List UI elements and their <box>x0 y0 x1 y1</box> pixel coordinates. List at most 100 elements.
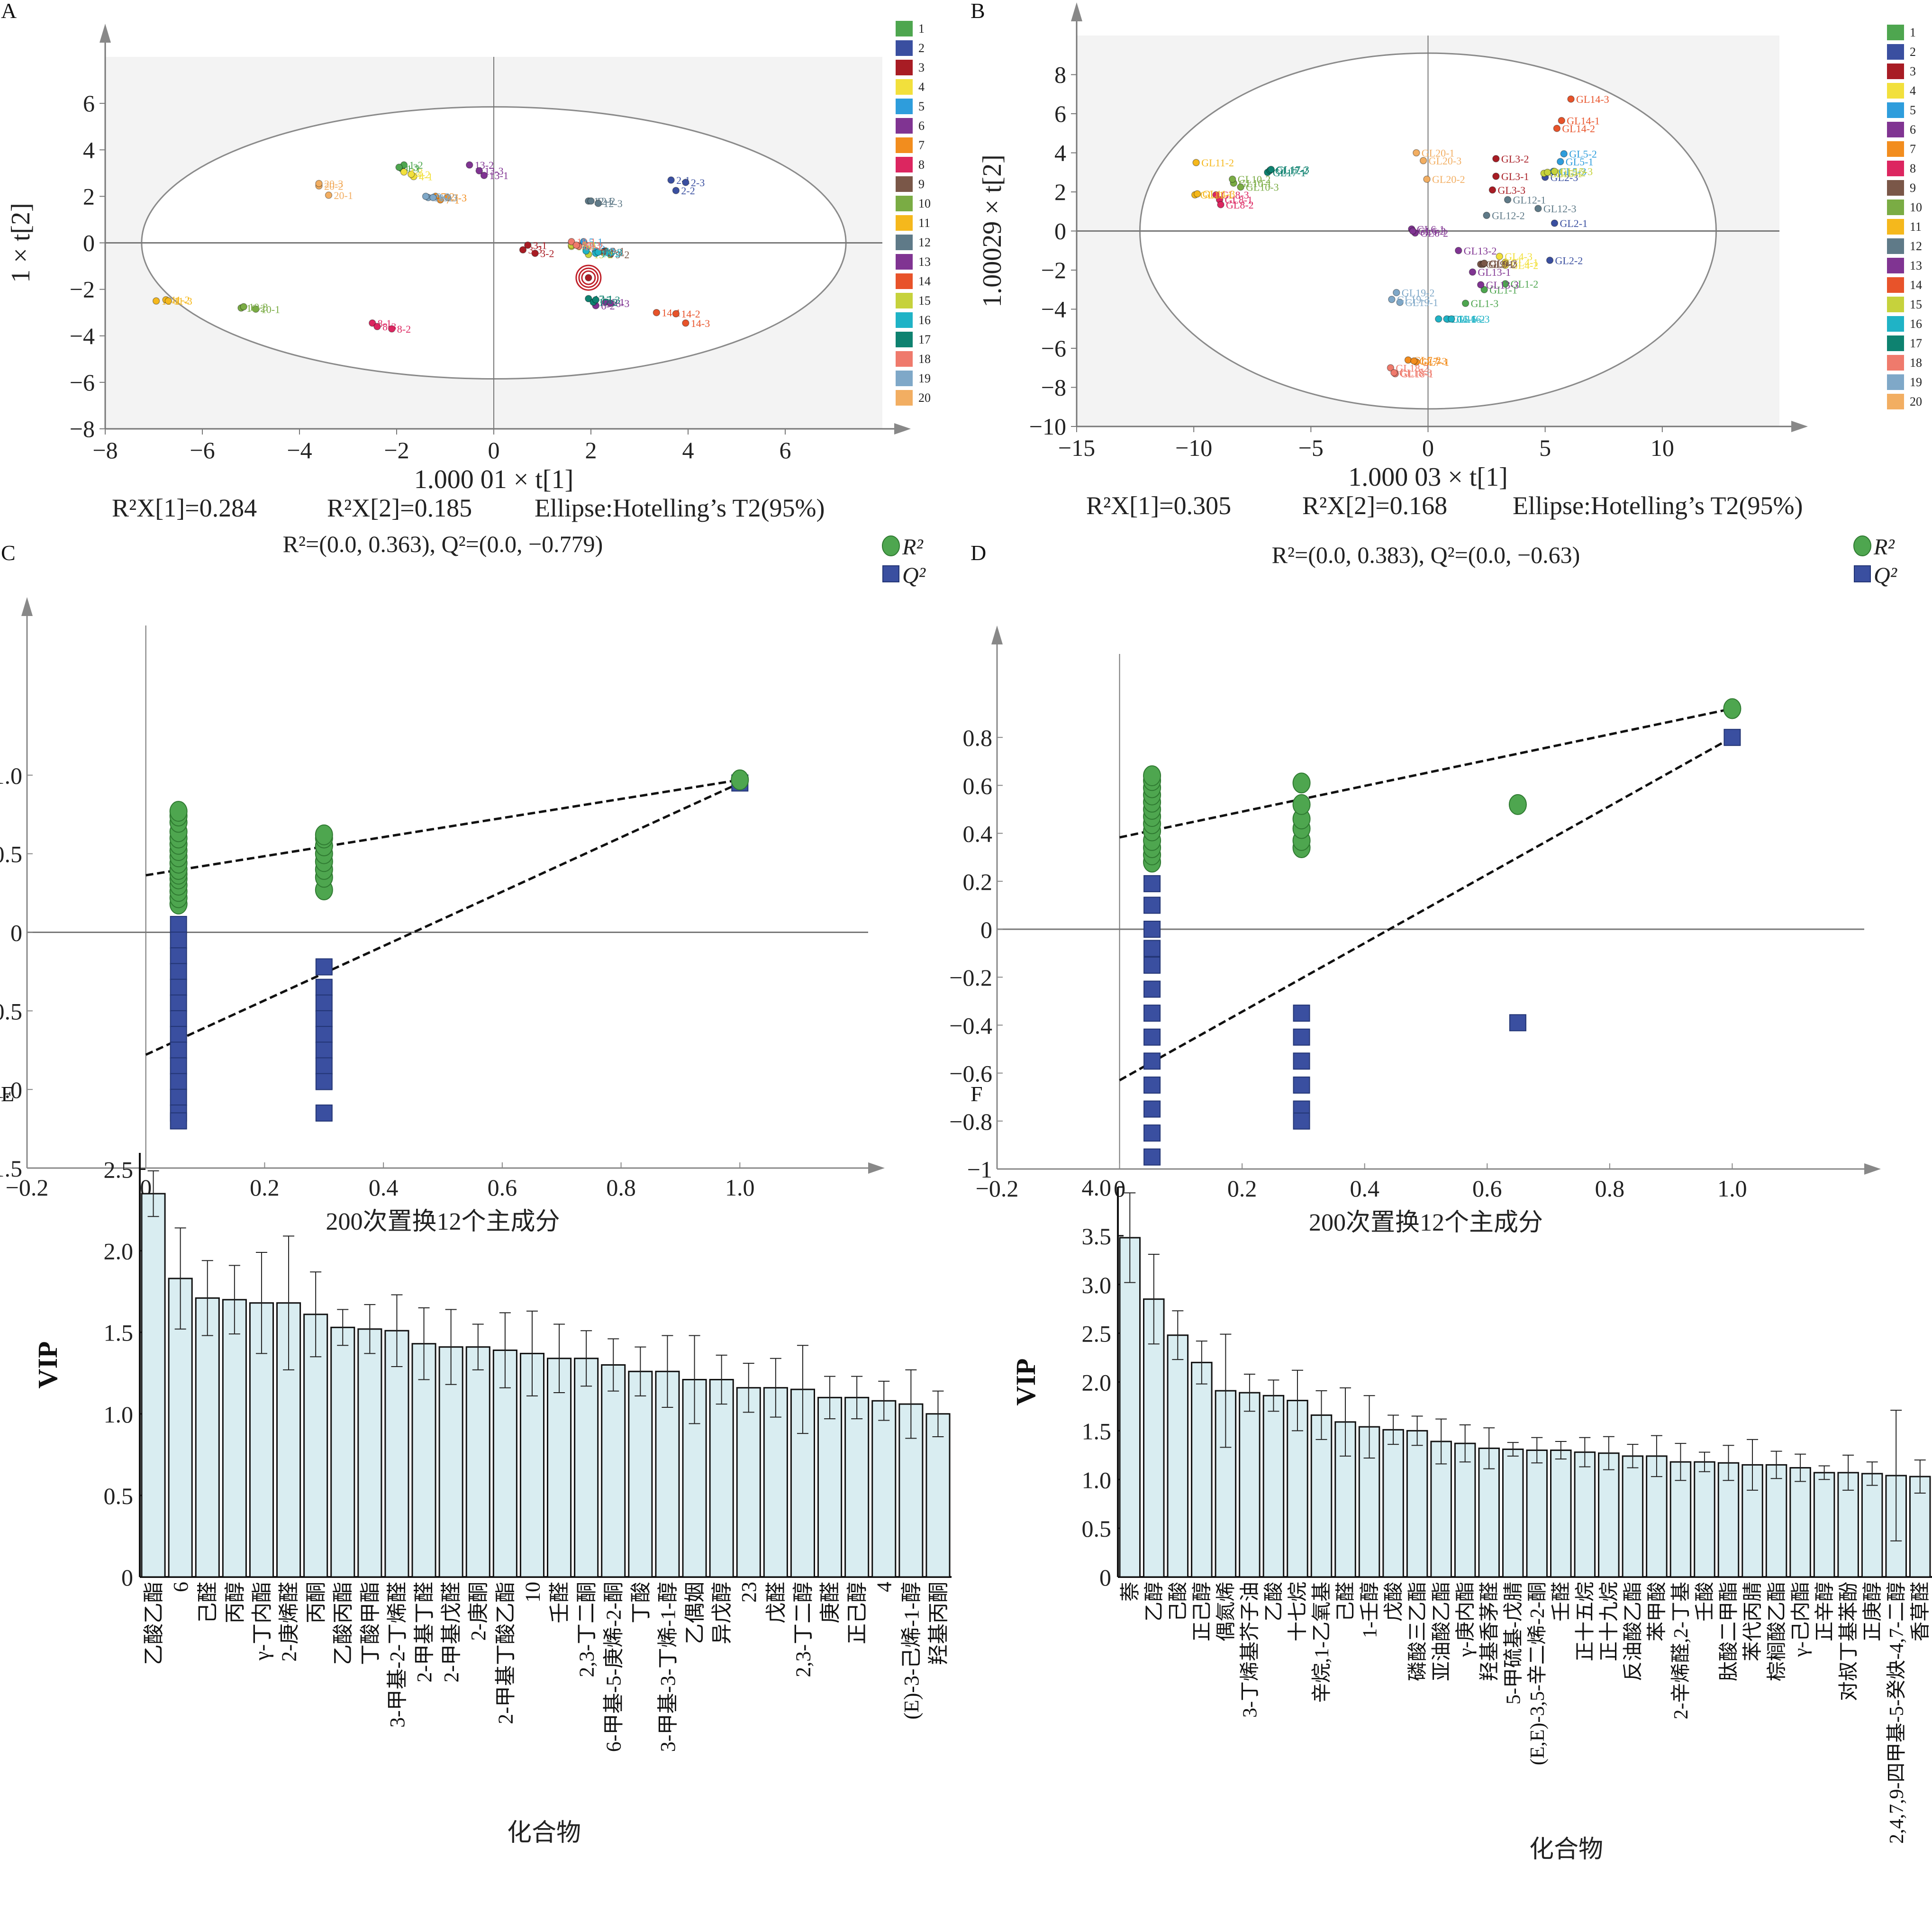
legend-label: 8 <box>1910 162 1916 175</box>
vip-bar <box>547 1358 572 1578</box>
legend-label: 19 <box>1910 375 1922 389</box>
category-label: 羟基香茅醛 <box>1478 1582 1501 1681</box>
score-point-marker <box>1558 117 1566 125</box>
score-point-label: GL10-3 <box>1246 181 1279 193</box>
score-point: 8-2 <box>388 323 411 335</box>
y-tick-label: 0.2 <box>963 869 993 895</box>
outlier-ring-icon <box>581 270 596 285</box>
vip-bar <box>1454 1442 1476 1578</box>
category-label: 10 <box>521 1582 544 1603</box>
score-point: GL17-1 <box>1264 167 1306 179</box>
score-point-marker <box>653 308 661 317</box>
score-point: 6-3 <box>607 298 629 309</box>
score-point-marker <box>1448 315 1455 323</box>
chart-title: R²=(0.0, 0.363), Q²=(0.0, −0.779) <box>283 531 603 557</box>
category-label: 十七烷 <box>1287 1582 1309 1641</box>
x-tick-label: −4 <box>287 437 312 463</box>
score-point-label: 20-1 <box>334 190 353 201</box>
y-tick-label: 0.6 <box>963 772 993 799</box>
x-tick-label: 0 <box>488 437 500 463</box>
legend-label: 9 <box>918 177 925 191</box>
x-tick-label: 0 <box>1114 1175 1125 1202</box>
score-point-marker <box>1387 364 1395 372</box>
score-point-marker <box>373 323 381 330</box>
score-point-label: 17-2 <box>599 297 617 308</box>
vip-bar <box>1502 1448 1524 1578</box>
legend-r2-label: R² <box>902 535 924 560</box>
legend-label: 6 <box>918 119 925 133</box>
score-point-label: 14-3 <box>691 317 710 329</box>
category-label: 丙酮 <box>305 1582 328 1623</box>
score-point-marker <box>1423 175 1431 183</box>
panel-label-f: F <box>971 1082 983 1106</box>
score-point: GL15-3 <box>1551 166 1593 178</box>
vip-bar <box>1478 1447 1500 1578</box>
score-point-marker <box>1410 357 1418 365</box>
score-point-marker <box>1501 280 1509 288</box>
score-point-marker <box>1409 227 1417 235</box>
model-stat-2: Ellipse:Hotelling’s T2(95%) <box>535 494 825 522</box>
x-tick-label: 0.2 <box>1227 1175 1257 1202</box>
category-label: 亚油酸乙酯 <box>1431 1582 1453 1681</box>
category-label: 6 <box>169 1582 192 1592</box>
legend-swatch <box>1887 394 1904 409</box>
vip-bar <box>682 1378 707 1578</box>
legend-label: 11 <box>1910 220 1922 234</box>
y-tick-label: −0.2 <box>949 964 992 991</box>
score-point-marker <box>580 238 588 245</box>
legend-swatch <box>1887 63 1904 79</box>
legend-swatch <box>1887 25 1904 40</box>
score-point-label: GL7-1 <box>1422 356 1450 368</box>
score-point: GL16-3 <box>1448 313 1490 325</box>
score-point: 8-3 <box>373 321 396 333</box>
score-point-label: 10-2 <box>246 302 265 314</box>
legend-swatch <box>1887 219 1904 235</box>
score-point-marker <box>1212 191 1220 199</box>
q2-point <box>1143 1100 1161 1118</box>
score-point-marker <box>1461 299 1469 307</box>
score-point-label: GL10-1 <box>1239 177 1272 189</box>
score-point-label: GL3-1 <box>1501 171 1529 182</box>
score-point-label: GL15-2 <box>1553 167 1586 179</box>
score-point-marker <box>1480 259 1488 267</box>
category-label: 乙酸丙酯 <box>332 1582 355 1665</box>
score-point-marker <box>422 192 430 200</box>
x-tick-label: 0.6 <box>488 1174 517 1201</box>
legend-swatch <box>1887 83 1904 99</box>
legend-swatch <box>896 312 913 328</box>
chart-title: R²=(0.0, 0.383), Q²=(0.0, −0.63) <box>1272 542 1580 568</box>
vip-bar <box>465 1346 490 1578</box>
regression-line <box>1119 707 1732 839</box>
category-label: 2,3-丁二醇 <box>791 1582 815 1677</box>
score-point-label: GL10-2 <box>1238 173 1271 185</box>
model-stat-0: R²X[1]=0.284 <box>112 494 257 522</box>
outlier-ring-icon <box>578 267 599 288</box>
vip-bar <box>1526 1450 1548 1578</box>
vip-bar <box>1143 1298 1165 1578</box>
score-point-label: 18-2 <box>584 241 603 253</box>
legend-swatch <box>1887 258 1904 273</box>
score-point-label: GL1-2 <box>1511 278 1539 290</box>
score-point-marker <box>466 161 473 169</box>
score-point: GL1-3 <box>1461 298 1498 309</box>
score-point-label: GL2-2 <box>1555 254 1583 266</box>
legend-swatch <box>896 176 913 192</box>
q2-point <box>1143 1028 1161 1046</box>
score-point-label: 13-3 <box>484 165 503 177</box>
score-point-label: GL6-2 <box>1420 227 1448 239</box>
score-point-label: GL12-2 <box>1492 210 1525 222</box>
score-point-marker <box>1543 169 1551 176</box>
score-point: GL18-2 <box>1387 362 1429 374</box>
legend-label: 3 <box>918 61 925 74</box>
legend-label: 6 <box>1910 123 1916 136</box>
score-point-label: 17-3 <box>601 294 620 306</box>
score-point: 1-2 <box>400 159 423 171</box>
score-point-label: GL17-2 <box>1275 165 1308 177</box>
q2-point <box>1143 1052 1161 1070</box>
q2-point <box>1143 897 1161 914</box>
score-point: 13-3 <box>475 165 504 177</box>
q2-point <box>170 994 187 1012</box>
